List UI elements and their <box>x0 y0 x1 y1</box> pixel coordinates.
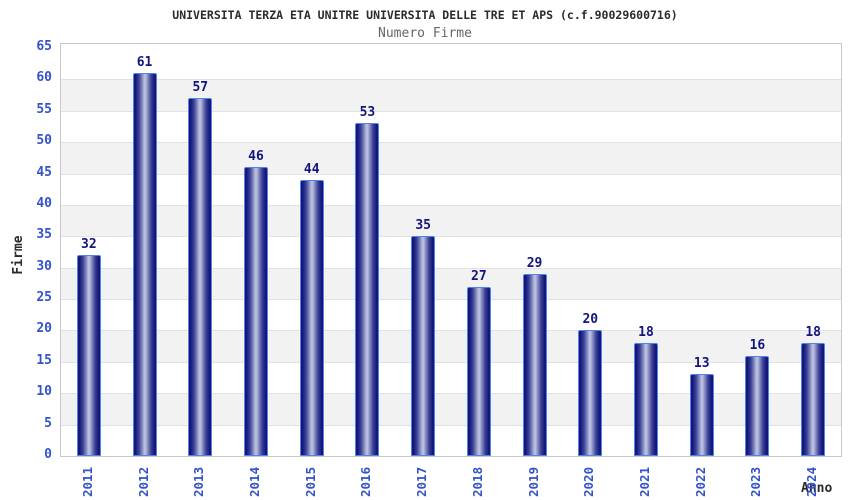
x-tick-label-2016: 2016 <box>358 466 374 497</box>
x-tick-label-2024: 2024 <box>804 466 820 497</box>
x-tick-label-2013: 2013 <box>191 466 207 497</box>
bar-value-label: 27 <box>471 269 487 284</box>
x-tick-label-2022: 2022 <box>692 466 708 497</box>
y-tick-label: 5 <box>44 415 52 431</box>
bar-value-label: 61 <box>136 55 153 70</box>
bar-2015 <box>299 180 324 456</box>
bar-2019 <box>522 274 547 456</box>
x-tick-label-2011: 2011 <box>79 466 95 497</box>
bar-2016 <box>355 123 380 456</box>
chart-subtitle: Numero Firme <box>378 26 472 41</box>
band-spacer <box>61 44 841 48</box>
x-tick-label-2014: 2014 <box>247 466 262 497</box>
bar-value-label: 16 <box>749 338 766 353</box>
bar-value-label: 53 <box>359 105 376 120</box>
bar-value-label: 18 <box>805 325 821 340</box>
y-tick-label: 25 <box>36 290 52 306</box>
bar-value-label: 32 <box>81 237 97 252</box>
y-tick-label: 10 <box>36 384 52 400</box>
bar-2014 <box>244 167 268 456</box>
x-tick-label-2019: 2019 <box>525 466 541 497</box>
x-tick-label-2020: 2020 <box>581 466 597 497</box>
y-tick-label: 15 <box>36 352 52 368</box>
bar-2020 <box>578 330 603 456</box>
x-tick-label-2021: 2021 <box>637 466 652 497</box>
bars-layer: 32 61 57 46 44 53 35 27 29 20 18 13 16 18 <box>61 44 841 456</box>
x-tick-label-2015: 2015 <box>302 466 318 497</box>
x-tick-label-2018: 2018 <box>469 466 485 497</box>
bar-value-label: 35 <box>415 218 431 233</box>
chart-title: UNIVERSITA TERZA ETA UNITRE UNIVERSITA D… <box>172 8 678 22</box>
y-tick-label: 45 <box>36 164 52 180</box>
bar-2017 <box>411 236 436 456</box>
bar-2012 <box>132 73 157 456</box>
y-tick-label: 35 <box>36 227 52 243</box>
bar-2024 <box>801 343 826 456</box>
y-tick-label: 65 <box>36 39 52 54</box>
bar-value-label: 46 <box>248 149 264 164</box>
bar-2013 <box>188 98 213 456</box>
x-tick-label-2017: 2017 <box>414 466 430 497</box>
bar-value-label: 13 <box>693 356 710 371</box>
bar-2023 <box>745 356 770 456</box>
y-tick-label: 50 <box>36 133 52 149</box>
y-tick-label: 60 <box>36 70 52 86</box>
bar-2018 <box>466 287 491 456</box>
x-axis-title: Anno <box>801 481 833 496</box>
bar-value-label: 20 <box>582 312 599 327</box>
bar-value-label: 29 <box>526 256 543 271</box>
y-tick-label: 20 <box>36 321 52 337</box>
bar-value-label: 57 <box>192 80 209 95</box>
bar-2011 <box>76 255 101 456</box>
y-tick-label: 40 <box>36 195 52 211</box>
bar-value-label: 44 <box>303 162 320 177</box>
y-tick-label: 55 <box>36 101 52 117</box>
bar-2021 <box>634 343 658 456</box>
plot-area: 32 61 57 46 44 53 35 27 29 20 18 13 16 18 <box>60 43 842 457</box>
y-tick-label: 0 <box>44 447 52 462</box>
bar-2022 <box>689 374 714 456</box>
bar-value-label: 18 <box>638 325 654 340</box>
x-tick-label-2012: 2012 <box>135 466 151 497</box>
y-tick-label: 30 <box>36 258 52 274</box>
plot-band <box>61 48 841 80</box>
x-tick-label-2023: 2023 <box>748 466 764 497</box>
